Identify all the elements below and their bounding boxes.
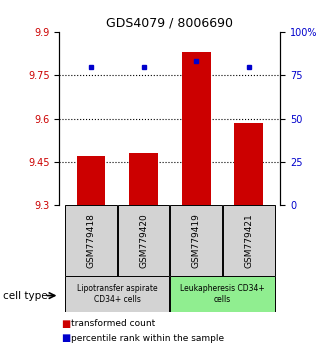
Text: GSM779421: GSM779421: [245, 213, 253, 268]
Text: ■: ■: [61, 333, 70, 343]
Text: transformed count: transformed count: [71, 319, 155, 329]
Bar: [129, 153, 158, 205]
Bar: [77, 156, 106, 205]
Bar: [234, 123, 263, 205]
Text: Lipotransfer aspirate
CD34+ cells: Lipotransfer aspirate CD34+ cells: [77, 284, 158, 303]
Title: GDS4079 / 8006690: GDS4079 / 8006690: [107, 16, 233, 29]
Text: cell type: cell type: [3, 291, 48, 301]
Bar: [223, 205, 275, 276]
Text: GSM779420: GSM779420: [139, 213, 148, 268]
Bar: [171, 205, 222, 276]
Bar: [182, 52, 211, 205]
Text: percentile rank within the sample: percentile rank within the sample: [71, 333, 224, 343]
Text: GSM779419: GSM779419: [192, 213, 201, 268]
Bar: [65, 205, 117, 276]
Bar: [171, 276, 275, 312]
Bar: [65, 276, 169, 312]
Text: GSM779418: GSM779418: [86, 213, 95, 268]
Bar: [118, 205, 169, 276]
Text: ■: ■: [61, 319, 70, 329]
Text: Leukapheresis CD34+
cells: Leukapheresis CD34+ cells: [180, 284, 265, 303]
